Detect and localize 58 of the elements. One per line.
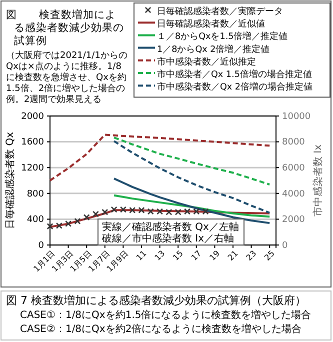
point	[46, 223, 54, 230]
text: CASE①：1/8にQxを約1.5倍になるように検査数を増やした場合	[20, 309, 312, 321]
line-series	[113, 194, 271, 218]
legend-label: 1／8からQx 2倍増／推定値	[157, 44, 270, 55]
point	[110, 206, 118, 213]
x-tick-label: 13	[153, 248, 167, 262]
x-tick-label: 15	[171, 248, 185, 262]
y2-tick-label: 2000	[282, 215, 306, 226]
y-tick-label: 1600	[21, 138, 44, 148]
point	[129, 206, 136, 214]
point	[56, 222, 62, 229]
legend-label: 日毎確認感染者数／実際データ	[157, 6, 283, 17]
x-tick-label: 19	[208, 248, 222, 262]
point	[138, 206, 145, 214]
point	[120, 206, 126, 213]
x-tick-label: 23	[244, 248, 258, 262]
y2-tick-label: 6000	[282, 163, 306, 174]
annotation: 破線／市中感染者数 Ix／右軸	[101, 232, 234, 244]
point	[65, 220, 72, 227]
y2-axis-title: 市中感染者数 Ix	[312, 144, 324, 217]
point	[174, 208, 182, 216]
legend-label: 市中感染者数／Qx 2倍増の場合推定値	[157, 82, 313, 93]
x-tick-label: 25	[262, 248, 276, 262]
x-tick-label: 17	[190, 248, 204, 262]
legend-label: 市中感染者数／近似推定	[157, 56, 256, 68]
point	[102, 208, 108, 216]
point	[156, 208, 164, 215]
y-axis-title: 日毎確認感染者数 Qx	[4, 132, 16, 229]
point	[166, 208, 172, 216]
point	[202, 208, 209, 215]
x-tick-label: 21	[226, 248, 240, 262]
legend-label: 日毎確認感染者数／近似値	[157, 18, 265, 30]
text: CASE②：1/8にQxを約2倍になるように検査数を増やした場合	[20, 323, 302, 335]
y-tick-label: 400	[26, 215, 44, 226]
point	[193, 208, 200, 215]
caption: 図 7 検査数増加による感染者数減少効果の試算例（大阪府）	[6, 294, 306, 307]
line-series	[113, 136, 271, 186]
line-series	[113, 140, 271, 214]
line-series	[49, 134, 271, 182]
point	[147, 208, 154, 215]
y-tick-label: 1200	[21, 163, 44, 174]
legend-label: 市中感染者／Qx 1.5倍増の場合推定値	[157, 69, 312, 80]
y2-tick-label: 8000	[282, 138, 306, 148]
legend-label: １／8からQxを1.5倍増／推定値	[157, 31, 288, 42]
point	[83, 214, 90, 221]
annotation: 実線／確認感染者数 Qx／左軸	[102, 221, 239, 233]
x-tick-label: 11	[134, 248, 148, 262]
chart-title: 図 検査数増加による感染者数減少効果の試算例	[6, 8, 124, 47]
y-tick-label: 0	[38, 240, 44, 251]
y2-tick-label: 0	[282, 240, 288, 251]
y2-tick-label: 4000	[282, 189, 306, 200]
y2-tick-label: 10000	[282, 112, 311, 122]
point	[74, 218, 81, 224]
point	[92, 210, 99, 218]
y-tick-label: 2000	[21, 112, 44, 122]
chart-subtitle: （大阪府では2021/1/1からのQxは×点のように推移。1/8に検査数を急増させ、Qxを約1.5倍、2倍に増やした場合の例。2週間で効果見える	[6, 50, 128, 105]
y-tick-label: 800	[26, 189, 44, 200]
point	[184, 208, 190, 215]
